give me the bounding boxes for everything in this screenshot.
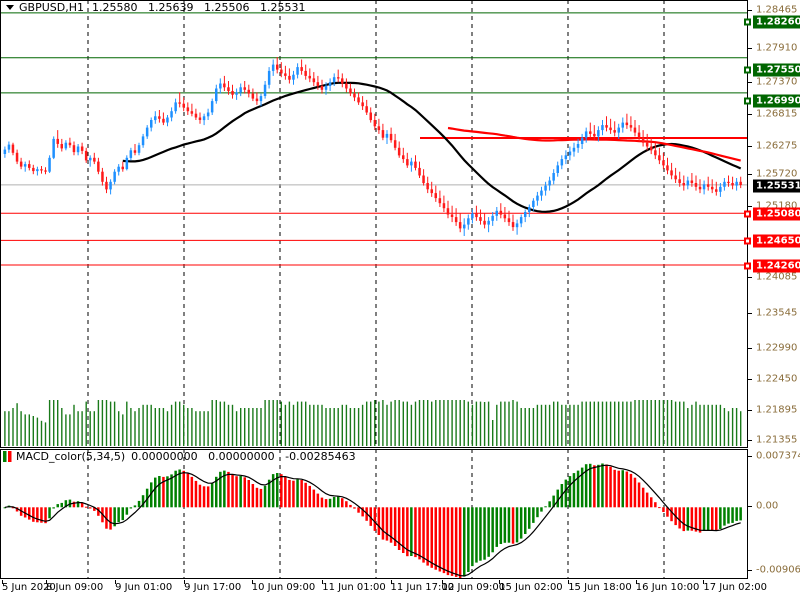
price-axis-label: 1.27910 [756,42,798,54]
macd-axis-tick [748,570,752,571]
ohlc-values: 1.25580 1.25639 1.25506 1.25531 [92,1,313,14]
ohlc-open: 1.25580 [91,0,138,14]
ohlc-low: 1.25506 [203,0,250,14]
ohlc-high: 1.25639 [147,0,194,14]
price-axis-tick [748,348,752,349]
price-chart-canvas[interactable] [0,0,748,448]
macd-header: MACD_color(5,34,5) 0.00000000 0.00000000… [0,449,363,463]
price-axis-tick [748,10,752,11]
time-axis-label: 15 Jun 02:00 [499,582,563,593]
price-axis[interactable]: 1.28465 1.28260 1.27910 1.27550 1.27370 1.269… [744,0,800,448]
symbol-label: GBPUSD,H1 [19,0,84,14]
time-axis-tick [499,580,501,584]
time-axis-label: 17 Jun 02:00 [703,582,767,593]
macd-axis-tick [748,456,752,457]
macd-axis-label: 0.00 [756,500,779,512]
time-axis-tick [115,580,117,584]
time-axis-label: 10 Jun 09:00 [251,582,316,593]
price-axis-tick [748,277,752,278]
price-axis-tick [748,82,752,83]
price-axis-tick [748,174,752,175]
time-axis[interactable]: 5 Jun 2020 8 Jun 09:00 9 Jun 01:00 9 Jun 17… [0,580,767,600]
time-axis-tick [568,580,570,584]
time-axis-label: 9 Jun 17:00 [184,582,242,593]
time-axis-label: 15 Jun 18:00 [568,582,632,593]
price-axis-tick [748,146,752,147]
price-axis-tick [748,206,752,207]
macd-value-2: 0.00000000 [208,449,275,463]
macd-values: 0.00000000 0.00000000 -0.00285463 [131,450,362,463]
price-axis-label: 1.25180 [756,200,798,212]
time-axis-label: 9 Jun 01:00 [115,582,173,593]
price-axis-label: 1.26815 [756,108,798,120]
time-axis-tick [390,580,392,584]
time-axis-label: 5 Jun 2020 [2,582,56,593]
price-level-badge[interactable]: 1.26990 [753,94,800,108]
time-axis-label: 11 Jun 01:00 [322,582,386,593]
time-axis-tick [703,580,705,584]
time-axis-tick [251,580,253,584]
price-axis-label: 1.21355 [756,434,798,446]
triangle-down-icon[interactable] [6,4,14,10]
price-axis-label: 1.24085 [756,271,798,283]
price-axis-label: 1.22450 [756,373,798,385]
macd-value-3: -0.00285463 [285,449,356,463]
price-level-handle[interactable] [744,210,751,218]
time-axis-tick [184,580,186,584]
price-level-badge[interactable]: 1.28260 [753,15,800,29]
price-axis-tick [748,379,752,380]
price-level-badge[interactable]: 1.25531 [753,179,800,193]
price-axis-label: 1.28465 [756,4,798,16]
time-axis-label: 11 Jun 17:00 [390,582,455,593]
price-level-handle[interactable] [744,18,751,26]
price-level-handle[interactable] [744,97,751,105]
price-axis-label: 1.27370 [756,76,798,88]
ohlc-close: 1.25531 [259,0,306,14]
time-axis-label: 8 Jun 09:00 [46,582,104,593]
price-axis-tick [748,48,752,49]
price-level-badge[interactable]: 1.25080 [753,207,800,221]
indicator-icon [3,450,13,462]
time-axis-label: 16 Jun 10:00 [635,582,700,593]
macd-canvas[interactable] [0,449,748,579]
price-axis-label: 1.25720 [756,168,798,180]
price-level-badge[interactable]: 1.27550 [753,63,800,77]
price-axis-label: 1.21895 [756,404,798,416]
price-axis-label: 1.22990 [756,342,798,354]
price-chart-panel[interactable] [0,0,748,448]
time-axis-tick [441,580,443,584]
time-axis-tick [635,580,637,584]
price-axis-label: 1.26275 [756,140,798,152]
price-level-handle[interactable] [744,66,751,74]
macd-name-label: MACD_color(5,34,5) [16,449,126,463]
macd-axis-tick [748,506,752,507]
macd-indicator-panel[interactable]: MACD_color(5,34,5) 0.00000000 0.00000000… [0,449,748,579]
macd-value-1: 0.00000000 [131,449,198,463]
time-axis-label: 12 Jun 09:00 [441,582,506,593]
time-axis-tick [2,580,3,584]
price-level-badge[interactable]: 1.24650 [753,234,800,248]
macd-axis-label: 0.0073745 [756,450,800,462]
symbol-header: GBPUSD,H1 1.25580 1.25639 1.25506 1.2553… [0,0,312,14]
price-level-handle[interactable] [744,237,751,245]
price-axis-tick [748,410,752,411]
price-axis-tick [748,313,752,314]
price-level-badge[interactable]: 1.24260 [753,259,800,273]
time-axis-tick [322,580,324,584]
time-axis-tick [46,580,48,584]
price-level-handle[interactable] [744,262,751,270]
price-axis-label: 1.23545 [756,307,798,319]
price-axis-tick [748,440,752,441]
price-axis-tick [748,114,752,115]
